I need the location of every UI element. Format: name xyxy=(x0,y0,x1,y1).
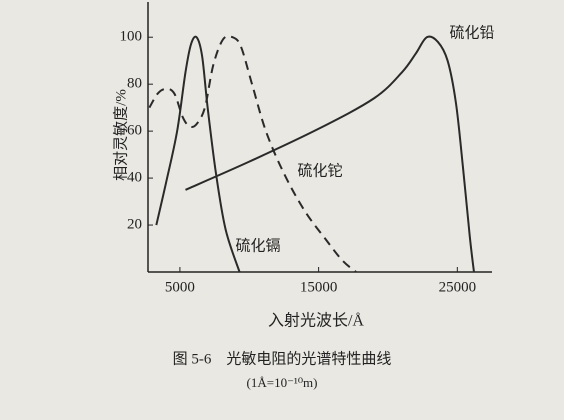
series-label: 硫化铅 xyxy=(449,24,494,41)
y-tick-label: 100 xyxy=(120,29,143,45)
series-label: 硫化铊 xyxy=(297,162,342,179)
caption: 图 5-6 光敏电阻的光谱特性曲线 xyxy=(173,350,392,367)
y-axis-label: 相对灵敏度/% xyxy=(112,89,129,181)
y-tick-label: 20 xyxy=(127,216,142,232)
series-line xyxy=(185,35,475,273)
series-line xyxy=(155,35,241,273)
series-line xyxy=(148,35,357,273)
series-label: 硫化镉 xyxy=(235,237,280,254)
y-tick-label: 40 xyxy=(127,170,142,186)
y-tick-label: 60 xyxy=(127,123,142,139)
x-tick-label: 15000 xyxy=(300,279,338,295)
x-axis-label: 入射光波长/Å xyxy=(268,312,364,330)
x-tick-label: 5000 xyxy=(165,279,195,295)
caption-note: (1Å=10⁻¹⁰m) xyxy=(247,375,318,390)
y-tick-label: 80 xyxy=(127,76,142,92)
x-tick-label: 25000 xyxy=(439,279,477,295)
